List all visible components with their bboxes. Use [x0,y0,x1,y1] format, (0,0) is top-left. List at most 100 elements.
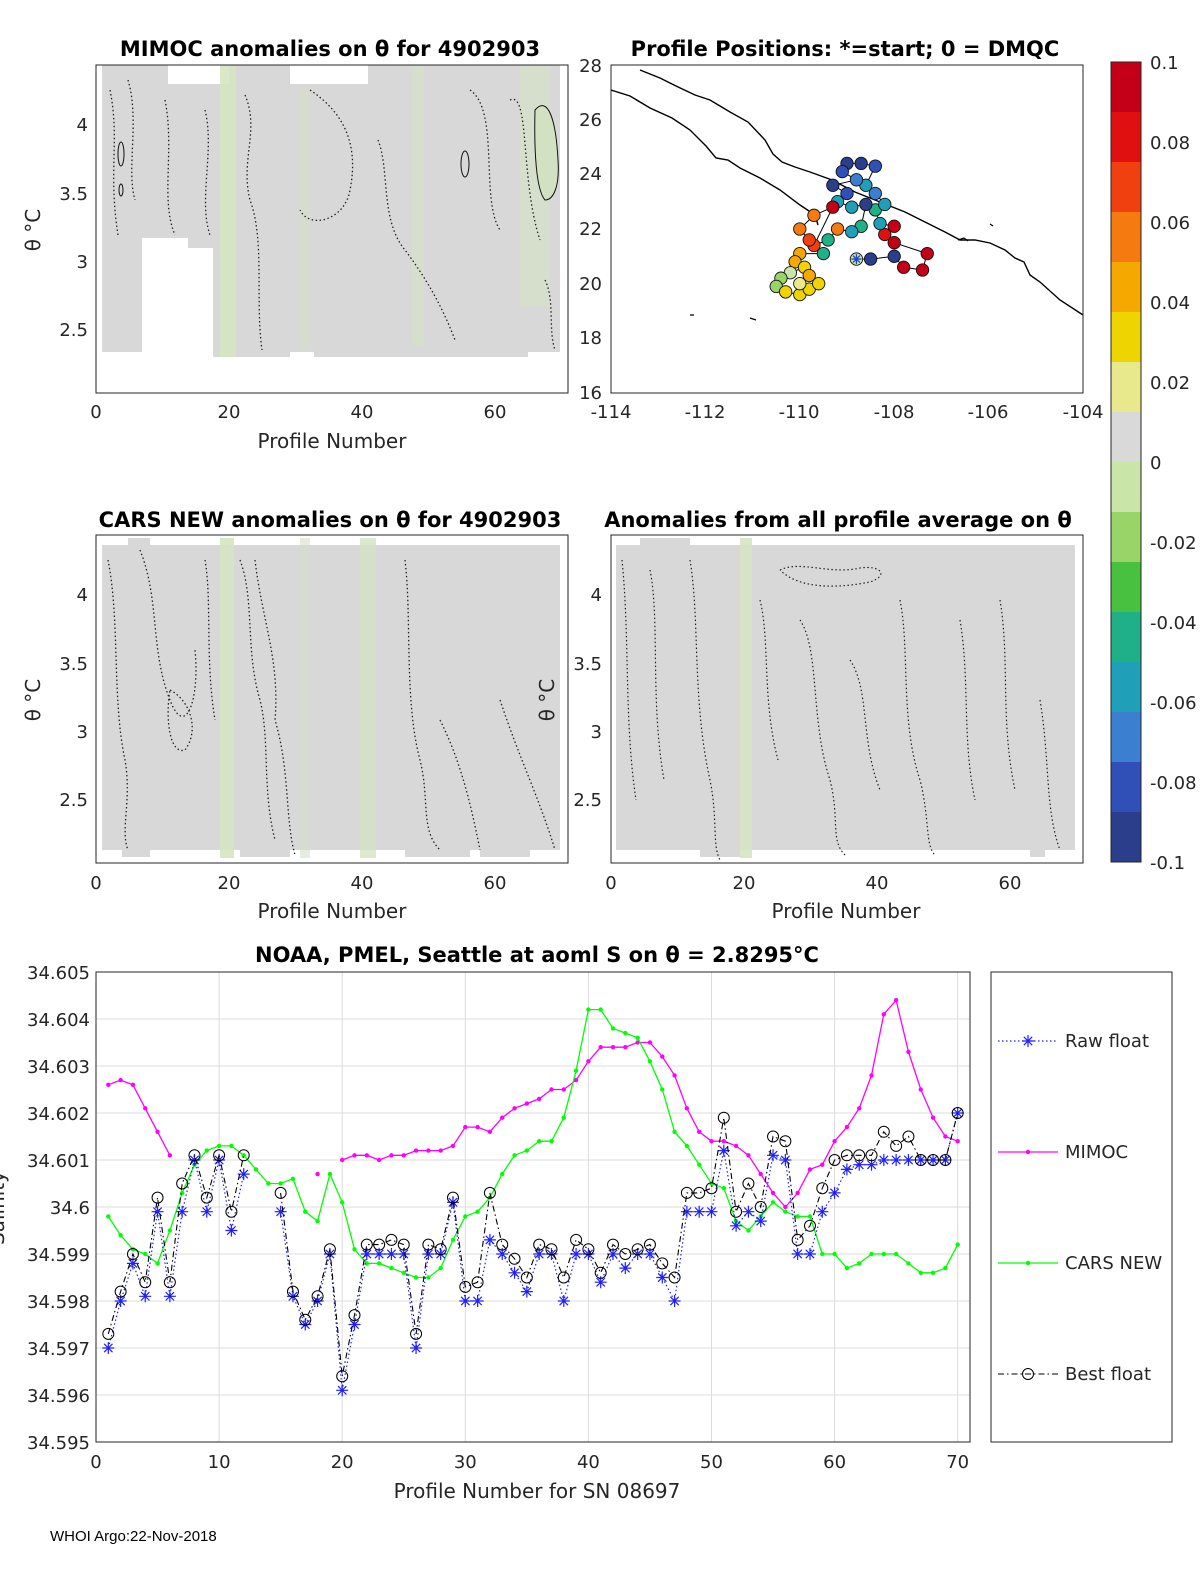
data-point [274,1186,287,1199]
data-point [422,1238,435,1251]
y-tick: 28 [579,56,602,77]
data-point [471,1276,484,1289]
data-point [598,1045,603,1050]
data-point [807,1214,813,1219]
y-tick: 16 [579,383,602,404]
colorbar-band [1111,412,1141,463]
data-point [758,1171,763,1177]
profile-position-point [826,178,840,192]
data-point [188,1149,201,1162]
data-point [299,1313,312,1326]
data-point [918,1087,923,1092]
data-point [951,1107,964,1119]
data-point [524,1148,530,1153]
colorbar-band [1111,362,1141,413]
data-point [102,1342,115,1354]
data-point [631,1248,644,1260]
data-point [315,1171,320,1177]
profile-position-point [849,173,864,187]
colorbar-tick: 0 [1150,453,1161,474]
data-point [225,1205,238,1218]
data-point [820,1162,825,1167]
cars-field [102,538,560,858]
y-tick: 34.604 [27,1010,90,1031]
data-point [163,1276,176,1289]
salinity-x-ticks: 0 10 20 30 40 50 60 70 [90,1452,969,1473]
profile-position-point [868,159,882,173]
colorbar-tick: 0.02 [1150,373,1190,394]
profile-position-point [845,200,859,214]
salinity-title: NOAA, PMEL, Seattle at aoml S on θ = 2.8… [255,943,819,967]
data-point [286,1290,299,1303]
y-tick: 3 [77,722,88,743]
colorbar-tick: 0.04 [1150,293,1190,314]
data-point [410,1327,423,1340]
data-point [450,1237,456,1243]
data-point [783,1204,788,1210]
data-point [705,1205,718,1218]
colorbar-band [1111,112,1141,163]
profile-position-point [807,208,821,222]
data-point [225,1224,238,1237]
colorbar-tick: -0.06 [1150,693,1197,714]
data-point [857,1106,862,1111]
data-point [647,1040,653,1045]
x-tick: 40 [866,873,889,894]
data-point [619,1262,632,1275]
data-point [483,1233,496,1246]
data-point [865,1158,878,1171]
coastline [611,69,1083,316]
data-point [237,1149,250,1162]
data-point [791,1248,804,1260]
data-point [557,1295,570,1307]
profile-position-point [887,219,901,233]
data-point [311,1290,324,1303]
data-point [500,1115,505,1120]
data-point [536,1096,542,1102]
data-point [315,1218,320,1224]
data-point [549,1139,554,1144]
x-tick: 20 [218,873,241,894]
allavg-ylabel: θ °C [535,679,559,722]
data-point [376,1261,382,1266]
data-point [803,1248,816,1260]
data-point [397,1238,410,1251]
colorbar-band [1111,512,1141,563]
data-point [373,1238,386,1251]
allavg-x-ticks: 0 20 40 60 [605,873,1021,894]
data-point [336,1384,349,1397]
data-point [237,1168,250,1181]
y-tick: 34.599 [27,1245,90,1266]
cars-ylabel: θ °C [21,679,45,722]
data-point [475,1124,480,1130]
legend-label: CARS NEW [1065,1253,1162,1274]
footer-stamp: WHOI Argo:22-Nov-2018 [50,1528,217,1545]
colorbar-band [1111,62,1141,113]
series-cars-new [106,1007,960,1280]
data-point [844,1265,850,1271]
y-tick: 2.5 [59,320,88,341]
data-point [200,1205,213,1218]
y-tick: 22 [579,219,602,240]
profile-position-point [812,277,826,291]
data-point [434,1248,447,1260]
salinity-panel: NOAA, PMEL, Seattle at aoml S on θ = 2.8… [0,943,1173,1503]
y-tick: 34.605 [27,963,90,984]
data-point [533,1248,546,1260]
series-raw-float [102,1107,964,1397]
data-point [561,1087,566,1092]
data-point [586,1059,591,1064]
y-tick: 3.5 [59,654,88,675]
data-point [869,1073,874,1078]
data-point [939,1154,952,1166]
data-point [717,1144,730,1157]
data-point [413,1148,419,1153]
data-point [274,1205,287,1218]
data-point [114,1295,127,1307]
data-point [643,1238,656,1251]
data-point [413,1275,419,1280]
data-point [446,1196,459,1209]
x-tick: 20 [733,873,756,894]
data-point [557,1271,570,1284]
data-point [545,1248,558,1260]
